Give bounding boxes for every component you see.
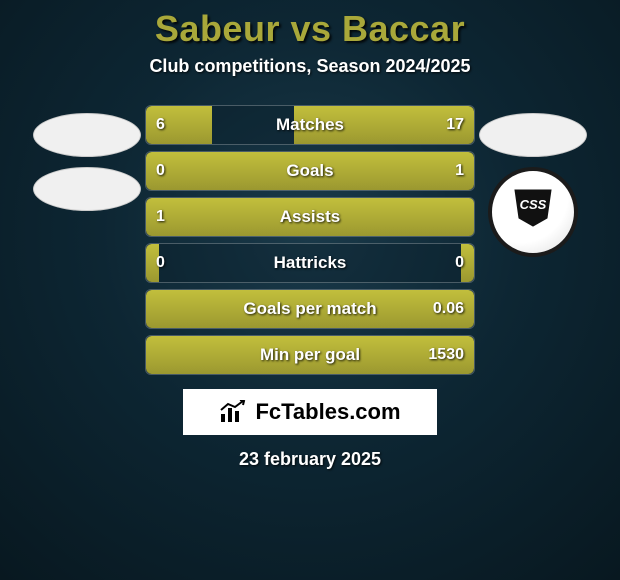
subtitle: Club competitions, Season 2024/2025 bbox=[149, 56, 470, 77]
page-title: Sabeur vs Baccar bbox=[155, 8, 465, 50]
stat-label-layer: Min per goal1530 bbox=[146, 336, 474, 374]
stat-label-layer: 0Goals1 bbox=[146, 152, 474, 190]
stat-name: Goals per match bbox=[146, 299, 474, 319]
stat-name: Min per goal bbox=[146, 345, 474, 365]
stat-row: Goals per match0.06 bbox=[145, 289, 475, 329]
right-player-logos: CSS bbox=[479, 113, 587, 257]
stat-bars: 6Matches17 0Goals1 1Assists 0Hattricks0 Goal… bbox=[145, 105, 475, 375]
stat-name: Hattricks bbox=[146, 253, 474, 273]
stat-name: Goals bbox=[146, 161, 474, 181]
stat-row: 0Hattricks0 bbox=[145, 243, 475, 283]
svg-text:CSS: CSS bbox=[520, 197, 547, 212]
club-logo-placeholder bbox=[33, 113, 141, 157]
club-logo-placeholder bbox=[33, 167, 141, 211]
comparison-card: Sabeur vs Baccar Club competitions, Seas… bbox=[0, 0, 620, 580]
css-badge-icon: CSS bbox=[503, 182, 563, 242]
stat-row: 1Assists bbox=[145, 197, 475, 237]
left-player-logos bbox=[33, 113, 141, 211]
stat-label-layer: 0Hattricks0 bbox=[146, 244, 474, 282]
stat-name: Matches bbox=[146, 115, 474, 135]
stat-label-layer: 1Assists bbox=[146, 198, 474, 236]
stat-row: 6Matches17 bbox=[145, 105, 475, 145]
stat-name: Assists bbox=[146, 207, 474, 227]
brand-text: FcTables.com bbox=[255, 399, 400, 425]
stat-label-layer: Goals per match0.06 bbox=[146, 290, 474, 328]
brand-watermark: FcTables.com bbox=[183, 389, 436, 435]
stat-row: 0Goals1 bbox=[145, 151, 475, 191]
stat-label-layer: 6Matches17 bbox=[146, 106, 474, 144]
club-badge-css: CSS bbox=[488, 167, 578, 257]
brand-chart-icon bbox=[219, 400, 247, 424]
comparison-body: 6Matches17 0Goals1 1Assists 0Hattricks0 Goal… bbox=[0, 105, 620, 375]
stat-row: Min per goal1530 bbox=[145, 335, 475, 375]
comparison-date: 23 february 2025 bbox=[239, 449, 381, 470]
club-logo-placeholder bbox=[479, 113, 587, 157]
